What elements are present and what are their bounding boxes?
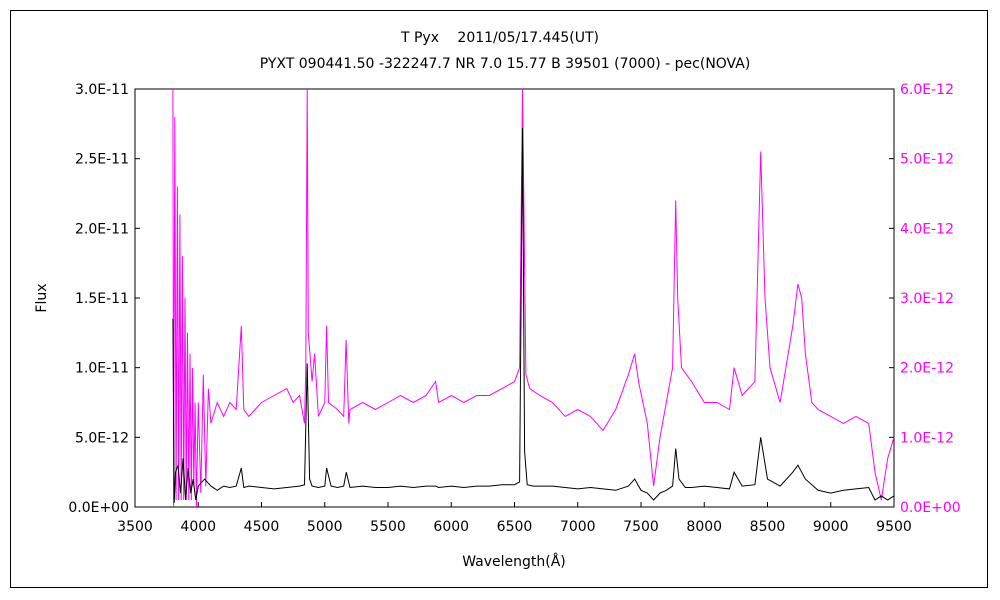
- y-right-tick-label: 5.0E-12: [900, 152, 954, 168]
- y-right-tick-label: 3.0E-12: [900, 291, 954, 307]
- y-left-tick-label: 1.0E-11: [75, 361, 129, 377]
- x-tick-label: 4000: [180, 519, 216, 535]
- x-tick-label: 7000: [560, 519, 596, 535]
- x-tick-label: 6500: [497, 519, 533, 535]
- x-tick-label: 4500: [244, 519, 280, 535]
- magenta-spectrum-line: [172, 88, 895, 508]
- y-right-tick-label: 6.0E-12: [900, 82, 954, 98]
- y-right-tick-label: 0.0E+00: [900, 500, 961, 516]
- x-tick-label: 5500: [370, 519, 406, 535]
- x-tick-label: 9000: [813, 519, 849, 535]
- y-right-tick-label: 4.0E-12: [900, 221, 954, 237]
- y-left-tick-label: 3.0E-11: [75, 82, 129, 98]
- y-left-tick-label: 2.0E-11: [75, 221, 129, 237]
- y-left-tick-label: 1.5E-11: [75, 291, 129, 307]
- y-left-tick-label: 5.0E-12: [75, 430, 129, 446]
- x-tick-label: 9500: [876, 519, 912, 535]
- x-tick-label: 5000: [307, 519, 343, 535]
- black-spectrum-line: [172, 127, 895, 503]
- x-tick-label: 8000: [686, 519, 722, 535]
- y-right-tick-label: 2.0E-12: [900, 361, 954, 377]
- y-right-tick-label: 1.0E-12: [900, 430, 954, 446]
- chart-title: T Pyx 2011/05/17.445(UT): [400, 30, 599, 46]
- x-tick-label: 7500: [623, 519, 659, 535]
- chart-subtitle: PYXT 090441.50 -322247.7 NR 7.0 15.77 B …: [260, 56, 751, 72]
- x-tick-label: 3500: [117, 519, 153, 535]
- x-axis-label: Wavelength(Å): [462, 553, 566, 570]
- series-layer: [172, 88, 895, 508]
- y-left-tick-label: 2.5E-11: [75, 152, 129, 168]
- chart-frame: [10, 10, 988, 588]
- x-tick-label: 6000: [433, 519, 469, 535]
- y-axis-label: Flux: [34, 283, 50, 312]
- y-left-tick-label: 0.0E+00: [68, 500, 129, 516]
- plot-area: [134, 88, 895, 508]
- tick-layer: 3500 4000 4500 5000 5500 6000 6500 7000 7500 8000…: [68, 82, 960, 535]
- x-tick-label: 8500: [750, 519, 786, 535]
